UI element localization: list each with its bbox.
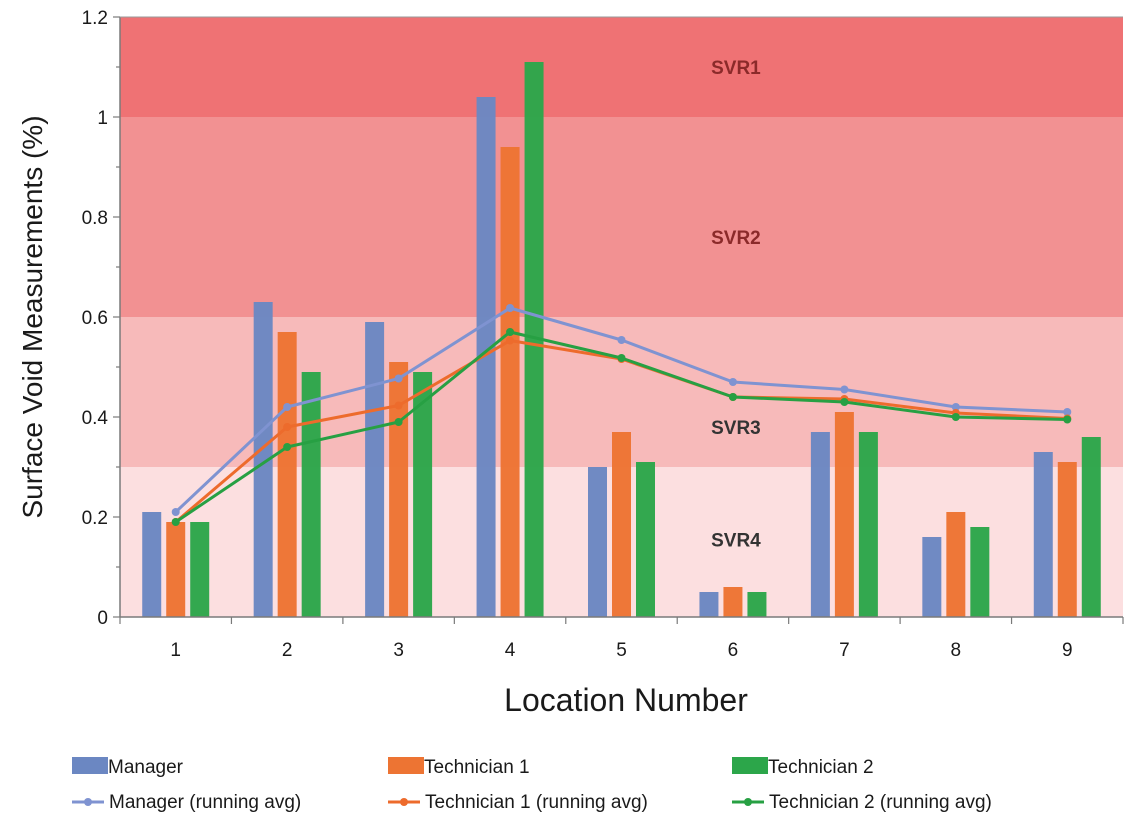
bar-technician-1-2	[277, 332, 297, 617]
legend-label-technician-2-running-avg: Technician 2 (running avg)	[769, 792, 992, 813]
bars-layer	[142, 62, 1101, 617]
point-manager-running-avg-2	[283, 403, 292, 411]
bar-technician-1-9	[1057, 462, 1077, 617]
point-technician-2-running-avg-1	[171, 518, 180, 526]
point-technician-2-running-avg-8	[951, 413, 960, 421]
bar-manager-1	[142, 512, 162, 617]
x-tick-label: 4	[505, 640, 516, 661]
legend-label-technician-1-running-avg: Technician 1 (running avg)	[425, 792, 648, 813]
y-tick-label: 0.4	[82, 408, 109, 429]
y-tick-label: 0	[97, 608, 108, 629]
x-axis-title: Location Number	[504, 682, 748, 718]
point-technician-1-running-avg-4	[506, 336, 515, 345]
running-avg-lines	[171, 304, 1072, 526]
point-manager-running-avg-6	[728, 378, 737, 386]
point-manager-running-avg-8	[951, 403, 960, 411]
bar-manager-4	[476, 97, 496, 617]
bar-technician-2-2	[301, 372, 321, 617]
legend-swatch-technician-2	[732, 757, 768, 774]
point-manager-running-avg-4	[506, 304, 515, 312]
bar-technician-1-6	[723, 587, 743, 617]
point-technician-2-running-avg-4	[506, 328, 515, 336]
legend-label-manager: Manager	[108, 757, 184, 778]
bar-manager-8	[922, 537, 942, 617]
bar-technician-1-5	[612, 432, 631, 617]
point-manager-running-avg-5	[617, 336, 626, 344]
bar-technician-1-7	[834, 412, 854, 617]
band-svr2	[120, 117, 1123, 317]
band-label-svr3: SVR3	[711, 418, 761, 439]
band-label-svr4: SVR4	[711, 531, 761, 552]
legend-marker-manager-running-avg	[84, 798, 92, 806]
bar-technician-2-1	[190, 522, 210, 617]
band-label-svr1: SVR1	[711, 58, 761, 79]
y-tick-label: 0.2	[82, 508, 108, 529]
bar-manager-7	[810, 432, 830, 617]
point-technician-1-running-avg-3	[394, 401, 403, 410]
point-manager-running-avg-9	[1063, 408, 1072, 416]
x-tick-label: 6	[728, 640, 739, 661]
bar-manager-5	[588, 467, 607, 617]
y-tick-label: 0.6	[82, 308, 108, 329]
bar-technician-2-8	[970, 527, 990, 617]
band-label-svr2: SVR2	[711, 228, 761, 249]
bar-technician-2-4	[524, 62, 544, 617]
legend-label-technician-1: Technician 1	[424, 757, 530, 778]
bar-manager-6	[699, 592, 719, 617]
bar-technician-2-5	[636, 462, 655, 617]
point-technician-2-running-avg-6	[728, 393, 737, 401]
point-technician-2-running-avg-9	[1063, 415, 1072, 424]
y-tick-label: 1.2	[82, 8, 108, 29]
bar-technician-2-9	[1081, 437, 1101, 617]
x-tick-label: 8	[951, 640, 962, 661]
bar-technician-2-3	[413, 372, 433, 617]
band-svr1	[120, 17, 1123, 117]
legend-label-manager-running-avg: Manager (running avg)	[109, 792, 301, 813]
x-tick-label: 2	[282, 640, 293, 661]
legend-marker-technician-1-running-avg	[400, 798, 408, 806]
point-technician-2-running-avg-3	[394, 418, 403, 426]
bar-technician-2-7	[858, 432, 878, 617]
point-manager-running-avg-1	[171, 508, 180, 516]
legend: Manager Technician 1 Technician 2 Manager (…	[72, 757, 992, 813]
legend-marker-technician-2-running-avg	[744, 798, 752, 806]
x-tick-label: 9	[1062, 640, 1073, 661]
band-labels: SVR1 SVR2 SVR3 SVR4	[711, 58, 761, 552]
axes: 0 0.2 0.4 0.6 0.8 1 1.2 1 2 3 4 5 6 7 8 9	[82, 8, 1124, 661]
bar-manager-9	[1033, 452, 1053, 617]
legend-label-technician-2: Technician 2	[768, 757, 874, 778]
bar-technician-1-1	[166, 522, 186, 617]
point-manager-running-avg-3	[394, 374, 403, 383]
point-manager-running-avg-7	[840, 385, 849, 394]
x-tick-label: 7	[839, 640, 850, 661]
bar-technician-1-8	[946, 512, 966, 617]
legend-swatch-technician-1	[388, 757, 424, 774]
bar-technician-1-3	[389, 362, 409, 617]
bar-technician-1-4	[500, 147, 520, 617]
y-tick-label: 1	[97, 108, 108, 129]
y-axis-title: Surface Void Measurements (%)	[17, 115, 48, 518]
point-technician-1-running-avg-2	[283, 423, 292, 431]
bar-manager-3	[365, 322, 385, 617]
x-tick-label: 3	[393, 640, 404, 661]
x-tick-label: 1	[170, 640, 181, 661]
point-technician-2-running-avg-2	[283, 443, 292, 451]
y-tick-label: 0.8	[82, 208, 108, 229]
bar-manager-2	[253, 302, 273, 617]
bar-technician-2-6	[747, 592, 767, 617]
x-tick-label: 5	[616, 640, 627, 661]
point-technician-2-running-avg-7	[840, 398, 849, 406]
point-technician-2-running-avg-5	[617, 354, 626, 362]
legend-swatch-manager	[72, 757, 108, 774]
